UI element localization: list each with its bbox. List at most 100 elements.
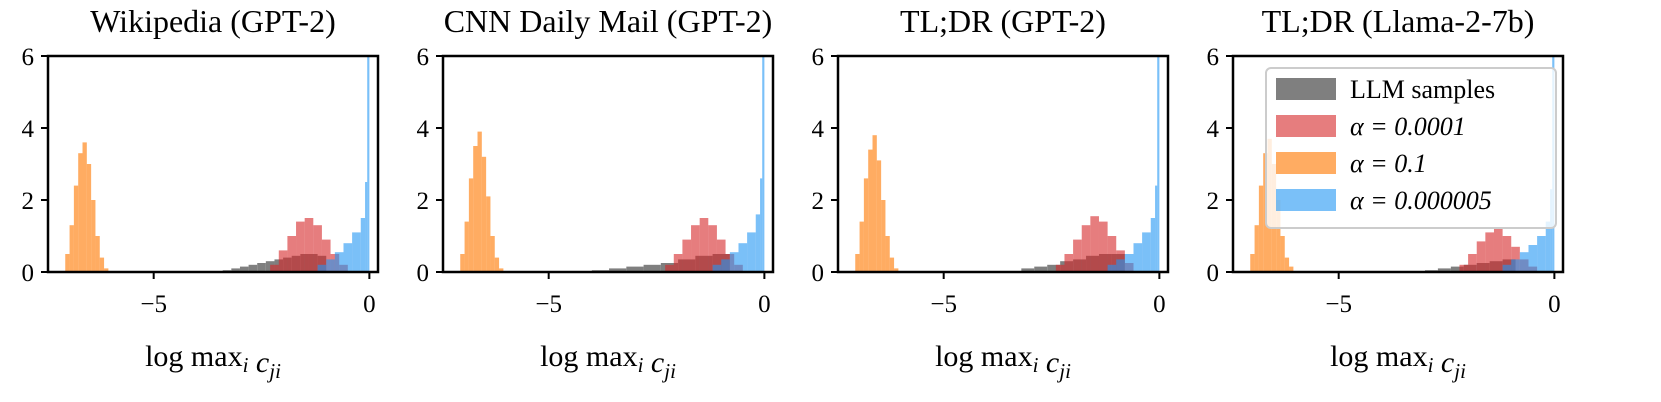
histogram-bar — [1064, 254, 1074, 272]
histogram-bar — [1280, 236, 1285, 272]
histogram-bar — [1157, 56, 1160, 272]
histogram-bar — [1258, 185, 1264, 272]
x-tick-label: −5 — [1325, 291, 1352, 318]
y-tick-label: 0 — [812, 260, 825, 287]
x-axis-label: log maxi cji — [935, 340, 1071, 383]
histogram-bar — [868, 149, 873, 272]
histogram-bar — [1485, 232, 1494, 272]
histogram-bar — [712, 264, 722, 272]
histogram-bar — [738, 243, 748, 272]
y-tick-label: 0 — [22, 260, 35, 287]
histogram-bar — [494, 257, 500, 272]
histogram-bar — [1289, 266, 1294, 272]
histogram-bar — [876, 160, 882, 272]
plot-frame — [836, 54, 1170, 274]
histogram-bar — [716, 239, 726, 272]
legend: LLM samples α = 0.0001 α = 0.1 α = 0.000005 — [1265, 67, 1557, 229]
x-tick-label: −5 — [930, 291, 957, 318]
histogram-bar — [270, 264, 279, 272]
x-axis-label: log maxi cji — [540, 340, 676, 383]
histogram-bar — [894, 268, 899, 272]
x-axis-label: log maxi cji — [145, 340, 281, 383]
histogram-bar — [872, 135, 877, 272]
histogram-bar — [665, 264, 674, 272]
series-3 — [855, 135, 899, 272]
histogram-bar — [231, 268, 240, 272]
histogram-bar — [334, 252, 344, 272]
histogram-bar — [296, 221, 305, 272]
histogram-bar — [1502, 264, 1512, 272]
histogram-bar — [321, 239, 331, 272]
histogram-bar — [1493, 228, 1503, 272]
histogram-bar — [1254, 225, 1259, 272]
histogram-bar — [691, 225, 700, 272]
y-tick-label: 2 — [22, 188, 35, 215]
histogram-bar — [1476, 241, 1486, 272]
plot-frame — [441, 54, 775, 274]
histogram-bar — [1034, 266, 1048, 272]
histogram-bar — [73, 185, 79, 272]
histogram-bar — [1107, 264, 1117, 272]
histogram-bar — [729, 252, 739, 272]
x-tick-label: −5 — [140, 291, 167, 318]
histogram-bar — [1284, 257, 1290, 272]
histogram-bar — [747, 232, 756, 272]
series-4 — [1107, 56, 1160, 272]
histogram-bar — [352, 232, 361, 272]
histogram-bar — [86, 164, 92, 272]
panel-3: TL;DR (GPT-2) 0 2 4 6 −5 0 log maxi cji — [812, 3, 1170, 383]
plot-frame — [46, 54, 380, 274]
legend-swatch — [1276, 152, 1336, 174]
histogram-bar — [881, 200, 886, 272]
legend-swatch — [1276, 189, 1336, 211]
panel-title: TL;DR (GPT-2) — [900, 3, 1106, 39]
y-tick-label: 6 — [1207, 44, 1220, 71]
histogram-bar — [1459, 264, 1469, 272]
histogram-bar — [1511, 259, 1520, 272]
histogram-bar — [278, 250, 288, 272]
y-tick-label: 6 — [812, 44, 825, 71]
histogram-bar — [257, 263, 266, 272]
histogram-bar — [473, 146, 478, 272]
histogram-bar — [343, 243, 353, 272]
y-tick-label: 6 — [22, 44, 35, 71]
legend-label: α = 0.0001 — [1350, 112, 1466, 141]
histogram-bar — [1155, 185, 1158, 272]
histogram-bar — [1150, 218, 1156, 272]
y-tick-label: 4 — [22, 116, 35, 143]
histogram-bar — [1250, 254, 1255, 272]
histogram-bar — [1081, 225, 1091, 272]
histogram-bar — [682, 239, 692, 272]
x-tick-label: 0 — [1548, 291, 1561, 318]
y-tick-label: 6 — [417, 44, 430, 71]
histogram-bar — [65, 254, 70, 272]
histogram-bar — [82, 142, 87, 272]
histogram-bar — [609, 268, 627, 272]
plot-frame — [1231, 54, 1565, 274]
histogram-bar — [69, 225, 74, 272]
histogram-bar — [360, 218, 366, 272]
legend-swatch — [1276, 115, 1336, 137]
histogram-bar — [755, 214, 761, 272]
histogram-bar — [313, 225, 322, 272]
panel-1: Wikipedia (GPT-2) 0 2 4 6 −5 0 log maxi cji — [22, 3, 380, 383]
histogram-bar — [1528, 245, 1538, 272]
x-tick-label: 0 — [758, 291, 771, 318]
histogram-bar — [486, 196, 491, 272]
panel-title: TL;DR (Llama-2-7b) — [1262, 3, 1535, 39]
panel-2: CNN Daily Mail (GPT-2) 0 2 4 6 −5 0 log maxi cj… — [417, 3, 775, 383]
panel-4: TL;DR (Llama-2-7b) 0 2 4 6 −5 0 log maxi cji LLM… — [1207, 3, 1565, 383]
histogram-bar — [889, 257, 895, 272]
histogram-bar — [287, 236, 297, 272]
legend-label: LLM samples — [1350, 75, 1495, 104]
histogram-bar — [464, 221, 469, 272]
y-tick-label: 0 — [1207, 260, 1220, 287]
histogram-bar — [95, 236, 100, 272]
histogram-bar — [721, 259, 730, 272]
x-tick-label: −5 — [535, 291, 562, 318]
y-tick-label: 0 — [417, 260, 430, 287]
y-tick-label: 4 — [1207, 116, 1220, 143]
legend-label: α = 0.1 — [1350, 149, 1427, 178]
histogram-bar — [1090, 216, 1099, 272]
